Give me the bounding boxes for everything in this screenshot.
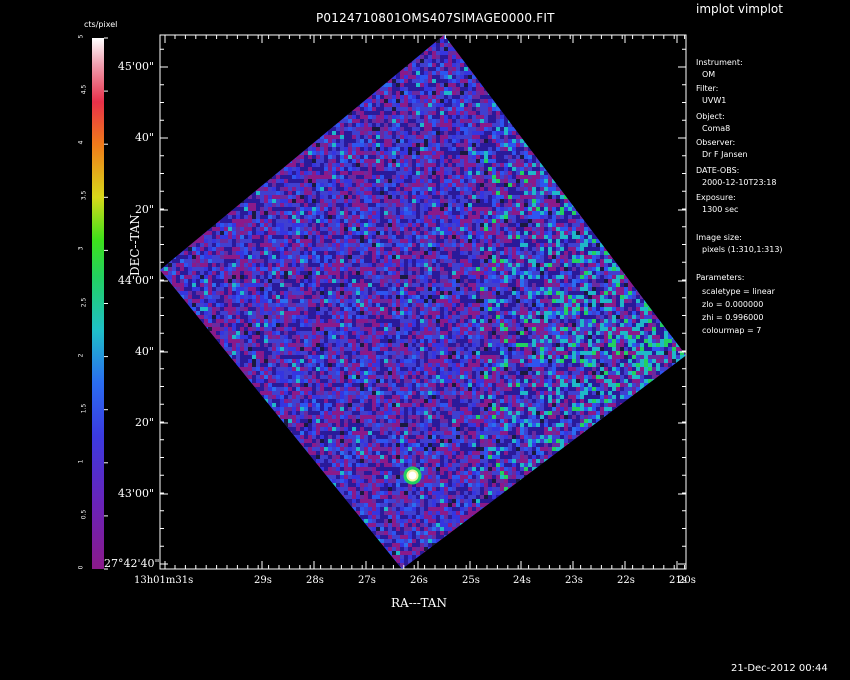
x-tick-label: 23s <box>565 575 583 586</box>
x-tick-label: 24s <box>513 575 531 586</box>
info-value: UVW1 <box>702 96 727 105</box>
axis-ticks <box>104 35 687 570</box>
colorbar-tick-label: 0.5 <box>80 509 88 520</box>
colorbar-tick-label: 4.5 <box>80 84 88 95</box>
info-label: DATE-OBS: <box>696 166 740 175</box>
x-tick-label: 25s <box>462 575 480 586</box>
x-tick-label: 20s <box>678 575 696 586</box>
x-axis-label: RA---TAN <box>391 596 447 610</box>
y-tick-label: 43'00" <box>117 487 154 500</box>
parameter-item: scaletype = linear <box>702 287 775 296</box>
parameter-item: colourmap = 7 <box>702 326 762 335</box>
colorbar <box>92 38 104 569</box>
x-tick-label: 29s <box>254 575 272 586</box>
colorbar-tick-label: 0 <box>77 565 85 570</box>
y-tick-label: 40" <box>134 131 154 144</box>
info-label: Image size: <box>696 233 742 242</box>
colorbar-tick-label: 5 <box>77 34 85 39</box>
parameters-label: Parameters: <box>696 273 745 282</box>
timestamp: 21-Dec-2012 00:44 <box>731 663 828 674</box>
y-tick-label: 44'00" <box>117 274 154 287</box>
app-title: implot vimplot <box>696 2 783 16</box>
info-value: OM <box>702 70 716 79</box>
info-label: Filter: <box>696 84 719 93</box>
y-tick-label: 27°42'40" <box>104 557 160 570</box>
x-tick-label: 26s <box>410 575 428 586</box>
colorbar-tick-label: 3 <box>77 246 85 251</box>
info-label: Instrument: <box>696 58 743 67</box>
x-tick-label: 13h01m31s <box>134 575 194 586</box>
colorbar-tick-label: 1.5 <box>80 403 88 413</box>
x-tick-label: 28s <box>306 575 324 586</box>
y-axis-label: DEC--TAN <box>128 214 142 276</box>
parameter-item: zhi = 0.996000 <box>702 313 764 322</box>
info-value: 1300 sec <box>702 205 739 214</box>
bright-source <box>403 466 422 485</box>
x-tick-label: 22s <box>617 575 635 586</box>
y-tick-label: 20" <box>134 203 154 216</box>
info-value: Dr F Jansen <box>702 150 748 159</box>
plot-title: P0124710801OMS407SIMAGE0000.FIT <box>316 11 555 25</box>
info-value: Coma8 <box>702 124 731 133</box>
parameter-item: zlo = 0.000000 <box>702 300 764 309</box>
colorbar-tick-label: 2 <box>77 353 85 358</box>
y-tick-label: 40" <box>134 345 154 358</box>
y-tick-label: 20" <box>134 416 154 429</box>
x-tick-label: 27s <box>358 575 376 586</box>
info-panel: Instrument: OM Filter: UVW1 Object: Coma8 O… <box>696 0 846 680</box>
info-value: pixels (1:310,1:313) <box>702 245 783 254</box>
info-label: Exposure: <box>696 193 736 202</box>
info-label: Object: <box>696 112 725 121</box>
info-label: Observer: <box>696 138 736 147</box>
colorbar-label: cts/pixel <box>84 20 118 29</box>
colorbar-tick-label: 3.5 <box>80 191 88 201</box>
info-value: 2000-12-10T23:18 <box>702 178 777 187</box>
colorbar-tick-label: 1 <box>77 459 85 464</box>
y-tick-label: 45'00" <box>117 60 154 73</box>
x-tick-label: 21s <box>669 575 687 586</box>
colorbar-tick-label: 4 <box>77 140 85 145</box>
colorbar-tick-label: 2.5 <box>80 297 88 307</box>
